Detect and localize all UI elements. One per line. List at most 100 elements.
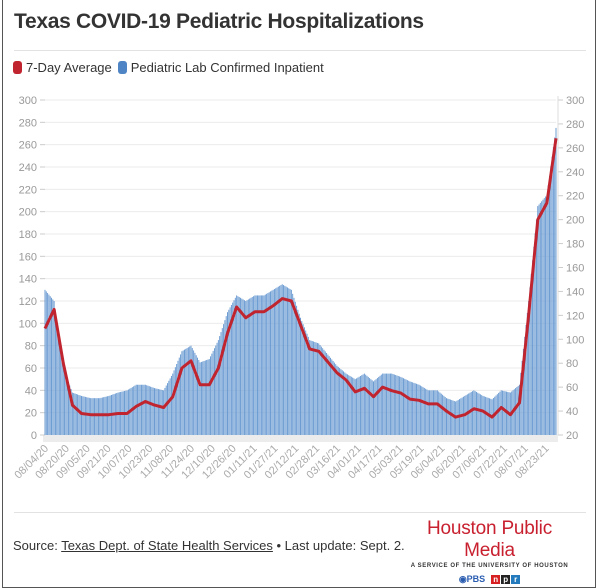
bar	[538, 204, 540, 435]
bar	[371, 380, 373, 435]
bar	[211, 353, 213, 435]
bar	[87, 397, 89, 435]
seven-day-average-line	[43, 138, 558, 419]
bar	[206, 360, 208, 435]
bar	[154, 388, 155, 435]
bar	[503, 390, 505, 435]
bar	[178, 357, 180, 435]
bar	[404, 378, 406, 435]
bar	[348, 375, 350, 435]
y-right-tick-label: 40	[566, 406, 578, 418]
bar	[339, 368, 341, 435]
bar	[54, 310, 56, 435]
bar	[332, 360, 334, 435]
bar	[369, 378, 371, 435]
bar	[378, 376, 380, 435]
bar	[387, 373, 389, 435]
bar	[173, 370, 175, 435]
bar	[242, 299, 244, 435]
bar	[431, 390, 433, 435]
bar	[69, 385, 71, 435]
bar	[384, 373, 386, 435]
bar	[374, 380, 376, 435]
footer-divider	[14, 512, 586, 513]
bar	[138, 384, 140, 435]
bar	[234, 297, 236, 435]
bar	[182, 350, 184, 435]
bar	[237, 296, 239, 435]
bar	[96, 398, 98, 435]
bar	[345, 373, 347, 435]
legend-item-avg[interactable]: 7-Day Average	[13, 60, 112, 75]
bar	[337, 366, 339, 435]
bar	[532, 260, 534, 435]
bar	[280, 285, 282, 435]
bar	[416, 383, 418, 435]
bar	[176, 364, 178, 435]
source-link[interactable]: Texas Dept. of State Health Services	[61, 538, 273, 553]
bar	[147, 385, 149, 435]
bar	[498, 392, 500, 435]
bar	[522, 348, 524, 435]
bar	[310, 340, 312, 435]
bar	[221, 328, 223, 435]
brand-subtitle: A SERVICE OF THE UNIVERSITY OF HOUSTON	[410, 563, 569, 569]
bar	[180, 354, 182, 435]
source-suffix: • Last update: Sept. 2.	[272, 538, 405, 553]
bar	[294, 301, 296, 435]
bar	[297, 309, 299, 435]
bar	[268, 292, 270, 435]
bar	[516, 386, 518, 435]
bar	[530, 273, 532, 435]
bar	[529, 287, 531, 435]
bar	[475, 391, 477, 435]
y-right-tick-label: 240	[566, 167, 584, 179]
bar	[478, 393, 480, 435]
bar	[58, 339, 60, 435]
bar	[260, 295, 262, 435]
bar	[361, 375, 363, 435]
legend-label-bar: Pediatric Lab Confirmed Inpatient	[130, 60, 324, 75]
bar	[164, 387, 166, 435]
bar	[224, 320, 226, 435]
bar	[150, 386, 152, 435]
y-left-tick-label: 200	[19, 207, 37, 219]
bar	[449, 399, 451, 435]
bar	[533, 246, 535, 435]
bar	[311, 341, 313, 435]
bar	[194, 352, 196, 435]
bar	[502, 390, 504, 435]
bar	[165, 385, 167, 435]
bar	[279, 285, 281, 435]
bar	[140, 384, 142, 435]
legend-swatch-bar	[117, 61, 127, 74]
bar	[236, 295, 238, 435]
legend-item-bar[interactable]: Pediatric Lab Confirmed Inpatient	[117, 60, 324, 75]
brand-logo[interactable]: Houston Public Media A SERVICE OF THE UN…	[402, 518, 577, 585]
bar	[485, 396, 487, 435]
y-left-tick-label: 100	[19, 318, 37, 330]
bar	[156, 388, 158, 435]
bar	[240, 297, 242, 435]
y-right-tick-label: 160	[566, 263, 584, 275]
bar	[309, 340, 311, 435]
bar	[402, 378, 404, 435]
bar	[246, 300, 248, 435]
y-left-tick-label: 40	[25, 385, 37, 397]
bar	[366, 375, 368, 435]
bar	[284, 285, 286, 435]
bar	[275, 288, 277, 435]
bar	[409, 381, 411, 435]
bar	[238, 297, 240, 435]
bar	[322, 348, 324, 435]
bar	[258, 295, 260, 435]
bar	[340, 369, 342, 435]
bar	[421, 386, 423, 435]
bar	[547, 185, 549, 435]
bar	[186, 348, 188, 435]
bar	[217, 340, 219, 435]
bar	[94, 398, 96, 435]
bar	[389, 373, 391, 435]
y-right-tick-label: 260	[566, 143, 584, 155]
y-left-tick-label: 240	[19, 162, 37, 174]
